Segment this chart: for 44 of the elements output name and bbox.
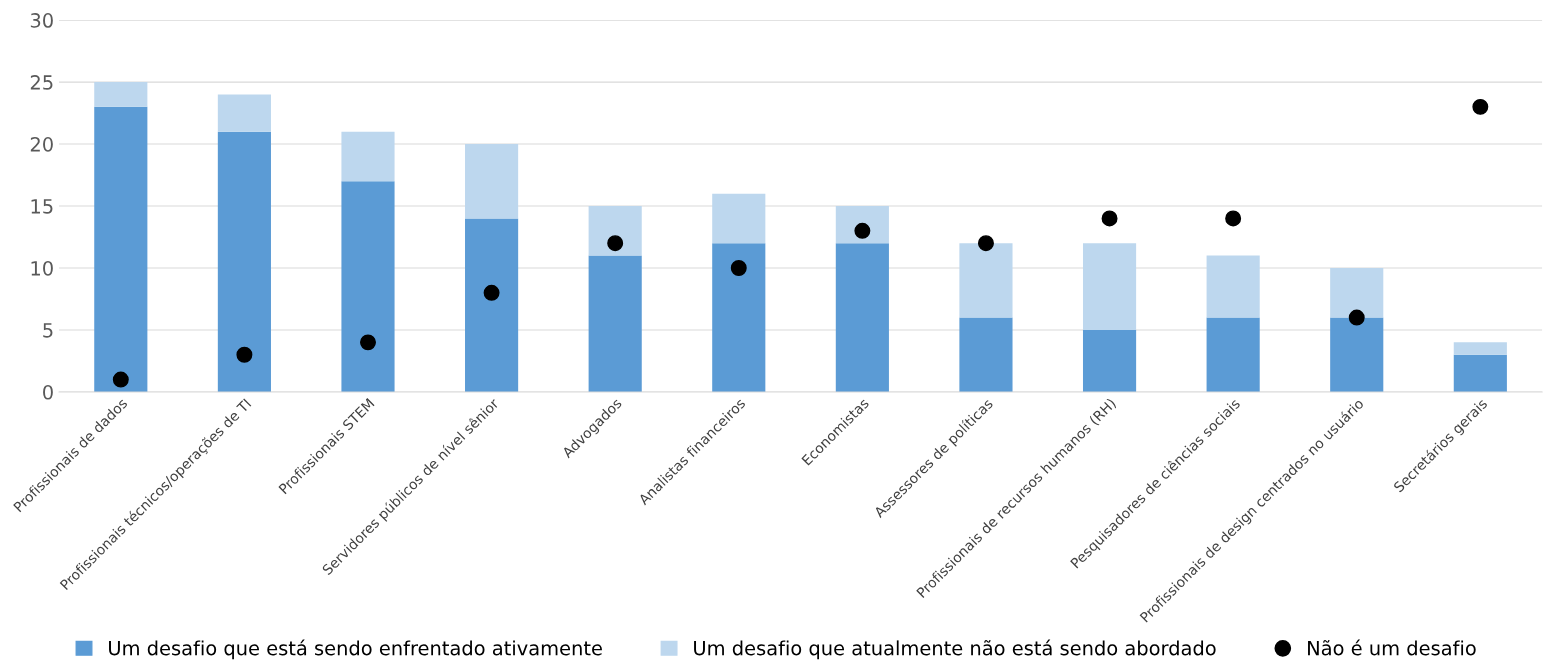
bar — [959, 243, 1013, 318]
bar — [94, 82, 148, 107]
bar — [217, 94, 271, 132]
bar — [1330, 268, 1384, 318]
bar — [1330, 317, 1384, 392]
bar — [588, 206, 642, 256]
bar — [217, 131, 271, 392]
bar — [465, 218, 519, 392]
legend-label: Não é um desafio — [1308, 639, 1476, 656]
legend-label: Um desafio que atualmente não está sendo abordado — [694, 639, 1216, 660]
y-tick-label: 20 — [30, 137, 53, 152]
bar — [465, 144, 519, 219]
bar — [712, 243, 766, 392]
point — [1225, 210, 1242, 227]
point — [360, 334, 376, 351]
bar — [341, 181, 395, 392]
bar — [1206, 317, 1260, 392]
bar — [94, 106, 148, 392]
point — [1101, 210, 1118, 227]
bar — [835, 243, 889, 392]
bar — [712, 193, 766, 244]
point — [730, 260, 747, 276]
bar — [1453, 342, 1507, 355]
y-tick-label: 25 — [30, 75, 53, 90]
point — [977, 235, 994, 252]
bar — [959, 317, 1013, 392]
bar — [1082, 329, 1137, 392]
y-tick-label: 0 — [43, 384, 53, 400]
point — [607, 235, 624, 252]
y-tick-label: 30 — [30, 13, 53, 28]
y-tick-label: 15 — [31, 199, 53, 214]
point — [112, 371, 129, 388]
bar — [1082, 243, 1137, 330]
legend-label: Um desafio que está sendo enfrentado ativamente — [109, 639, 602, 660]
bar — [588, 255, 642, 392]
y-tick-label: 10 — [31, 260, 53, 276]
point — [483, 284, 500, 301]
point — [236, 346, 253, 363]
point — [1472, 98, 1489, 115]
bar — [1206, 255, 1260, 318]
y-tick-label: 5 — [43, 323, 53, 338]
point — [1348, 309, 1365, 326]
bar — [1453, 354, 1507, 392]
bar — [341, 131, 395, 182]
